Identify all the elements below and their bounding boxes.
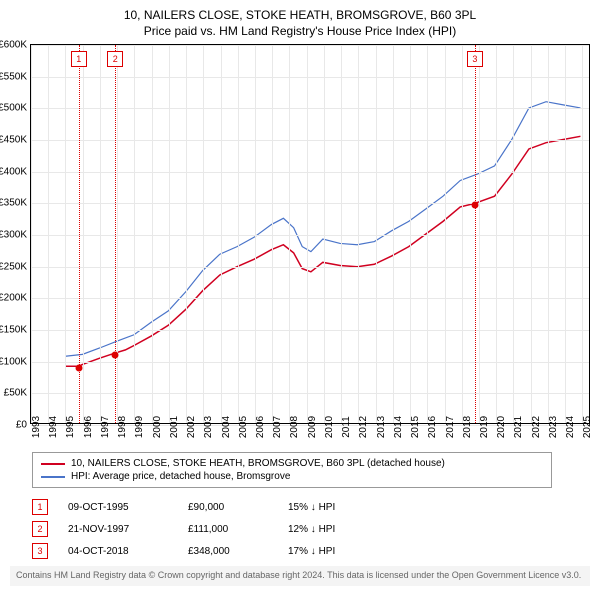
x-axis-label: 2004: [221, 416, 232, 438]
x-axis-label: 2007: [272, 416, 283, 438]
x-axis-label: 2011: [341, 416, 352, 438]
legend: 10, NAILERS CLOSE, STOKE HEATH, BROMSGRO…: [32, 452, 552, 488]
y-axis-label: £500K: [0, 103, 27, 114]
x-axis-label: 2020: [496, 416, 507, 438]
sale-diff: 15% ↓ HPI: [288, 502, 378, 513]
sale-marker: 1: [71, 51, 87, 67]
x-axis-label: 2024: [565, 416, 576, 438]
x-axis-label: 1993: [31, 416, 42, 438]
x-axis-label: 2019: [479, 416, 490, 438]
y-axis-label: £550K: [0, 71, 27, 82]
chart-plot-area: £0£50K£100K£150K£200K£250K£300K£350K£400…: [30, 44, 590, 424]
x-axis-label: 2003: [203, 416, 214, 438]
y-axis-label: £350K: [0, 198, 27, 209]
x-axis-label: 2016: [427, 416, 438, 438]
x-axis-label: 2025: [582, 416, 593, 438]
x-axis-label: 2009: [307, 416, 318, 438]
x-axis-label: 2013: [376, 416, 387, 438]
chart-title: 10, NAILERS CLOSE, STOKE HEATH, BROMSGRO…: [10, 8, 590, 22]
sale-index: 2: [32, 521, 48, 537]
x-axis-label: 2015: [410, 416, 421, 438]
x-axis-label: 2001: [169, 416, 180, 438]
sale-marker: 3: [467, 51, 483, 67]
sale-date: 21-NOV-1997: [68, 524, 168, 535]
legend-swatch: [41, 463, 65, 465]
y-axis-label: £400K: [0, 166, 27, 177]
y-axis-label: £50K: [4, 388, 27, 399]
chart-subtitle: Price paid vs. HM Land Registry's House …: [10, 24, 590, 38]
y-axis-label: £450K: [0, 135, 27, 146]
attribution: Contains HM Land Registry data © Crown c…: [10, 566, 590, 586]
x-axis-label: 1997: [100, 416, 111, 438]
y-axis-label: £100K: [0, 356, 27, 367]
x-axis-label: 2023: [548, 416, 559, 438]
y-axis-label: £200K: [0, 293, 27, 304]
x-axis-label: 2008: [289, 416, 300, 438]
legend-row: HPI: Average price, detached house, Brom…: [41, 470, 543, 483]
x-axis-label: 2018: [462, 416, 473, 438]
x-axis-label: 2010: [324, 416, 335, 438]
sale-index: 1: [32, 499, 48, 515]
sales-table: 1 09-OCT-1995 £90,000 15% ↓ HPI 2 21-NOV-1997…: [32, 496, 590, 562]
y-axis-label: £150K: [0, 325, 27, 336]
x-axis-label: 2012: [358, 416, 369, 438]
sale-date: 09-OCT-1995: [68, 502, 168, 513]
sale-diff: 12% ↓ HPI: [288, 524, 378, 535]
y-axis-label: £600K: [0, 40, 27, 51]
x-axis-label: 2017: [445, 416, 456, 438]
x-axis-label: 2021: [513, 416, 524, 438]
x-axis-label: 1996: [83, 416, 94, 438]
sale-row: 2 21-NOV-1997 £111,000 12% ↓ HPI: [32, 518, 590, 540]
x-axis-label: 2014: [393, 416, 404, 438]
y-axis-label: £250K: [0, 261, 27, 272]
x-axis-label: 2000: [152, 416, 163, 438]
x-axis-label: 2002: [186, 416, 197, 438]
legend-label: 10, NAILERS CLOSE, STOKE HEATH, BROMSGRO…: [71, 458, 445, 469]
sale-point: [471, 201, 478, 208]
x-axis-label: 2022: [531, 416, 542, 438]
sale-price: £348,000: [188, 546, 268, 557]
sale-row: 1 09-OCT-1995 £90,000 15% ↓ HPI: [32, 496, 590, 518]
sale-diff: 17% ↓ HPI: [288, 546, 378, 557]
y-axis-label: £0: [16, 420, 27, 431]
sale-price: £90,000: [188, 502, 268, 513]
x-axis-label: 2005: [238, 416, 249, 438]
x-axis-label: 2006: [255, 416, 266, 438]
x-axis-label: 1994: [48, 416, 59, 438]
x-axis-label: 1995: [65, 416, 76, 438]
x-axis-label: 1998: [117, 416, 128, 438]
sale-index: 3: [32, 543, 48, 559]
sale-point: [75, 365, 82, 372]
sale-row: 3 04-OCT-2018 £348,000 17% ↓ HPI: [32, 540, 590, 562]
y-axis-label: £300K: [0, 230, 27, 241]
legend-swatch: [41, 476, 65, 478]
sale-price: £111,000: [188, 524, 268, 535]
x-axis-label: 1999: [134, 416, 145, 438]
sale-point: [112, 351, 119, 358]
legend-row: 10, NAILERS CLOSE, STOKE HEATH, BROMSGRO…: [41, 457, 543, 470]
legend-label: HPI: Average price, detached house, Brom…: [71, 471, 290, 482]
sale-date: 04-OCT-2018: [68, 546, 168, 557]
sale-marker: 2: [107, 51, 123, 67]
